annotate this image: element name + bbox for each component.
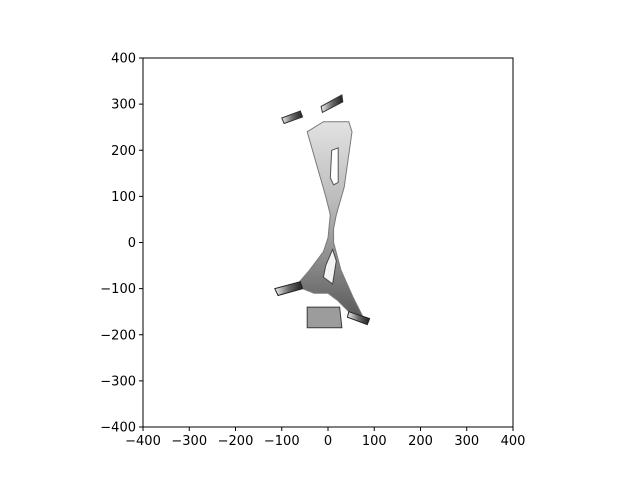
y-tick-label: −100 bbox=[100, 282, 136, 297]
y-tick-label: 300 bbox=[111, 98, 136, 113]
bracket-bottom-block bbox=[306, 306, 343, 329]
y-tick-label: 400 bbox=[111, 52, 136, 67]
bracket-right-bottom-flange bbox=[346, 311, 371, 326]
y-tick-label: 0 bbox=[128, 236, 136, 251]
y-tick-label: −200 bbox=[100, 328, 136, 343]
x-tick-label: 0 bbox=[324, 434, 332, 449]
x-tick-label: 300 bbox=[454, 434, 479, 449]
x-tick-label: −400 bbox=[125, 434, 161, 449]
x-tick-label: −300 bbox=[171, 434, 207, 449]
x-tick-label: 100 bbox=[362, 434, 387, 449]
x-tick-label: 400 bbox=[501, 434, 526, 449]
rendered-bracket-image bbox=[274, 94, 371, 329]
bracket-upper-slot bbox=[329, 147, 339, 186]
bracket-left-bottom-flange bbox=[274, 281, 304, 297]
y-tick-label: 100 bbox=[111, 190, 136, 205]
bracket-main-plate bbox=[294, 121, 364, 318]
x-tick-label: −100 bbox=[264, 434, 300, 449]
x-tick-label: −200 bbox=[218, 434, 254, 449]
bracket-right-top-flange bbox=[320, 94, 344, 114]
x-tick-label: 200 bbox=[408, 434, 433, 449]
y-axis: −400 −300 −200 −100 0 100 200 300 400 bbox=[100, 52, 143, 436]
y-tick-label: −400 bbox=[100, 421, 136, 436]
y-tick-label: −300 bbox=[100, 374, 136, 389]
y-tick-label: 200 bbox=[111, 144, 136, 159]
x-axis: −400 −300 −200 −100 0 100 200 300 400 bbox=[125, 427, 525, 449]
bracket-left-top-flange bbox=[281, 110, 304, 125]
bracket-lower-slot bbox=[322, 247, 337, 285]
